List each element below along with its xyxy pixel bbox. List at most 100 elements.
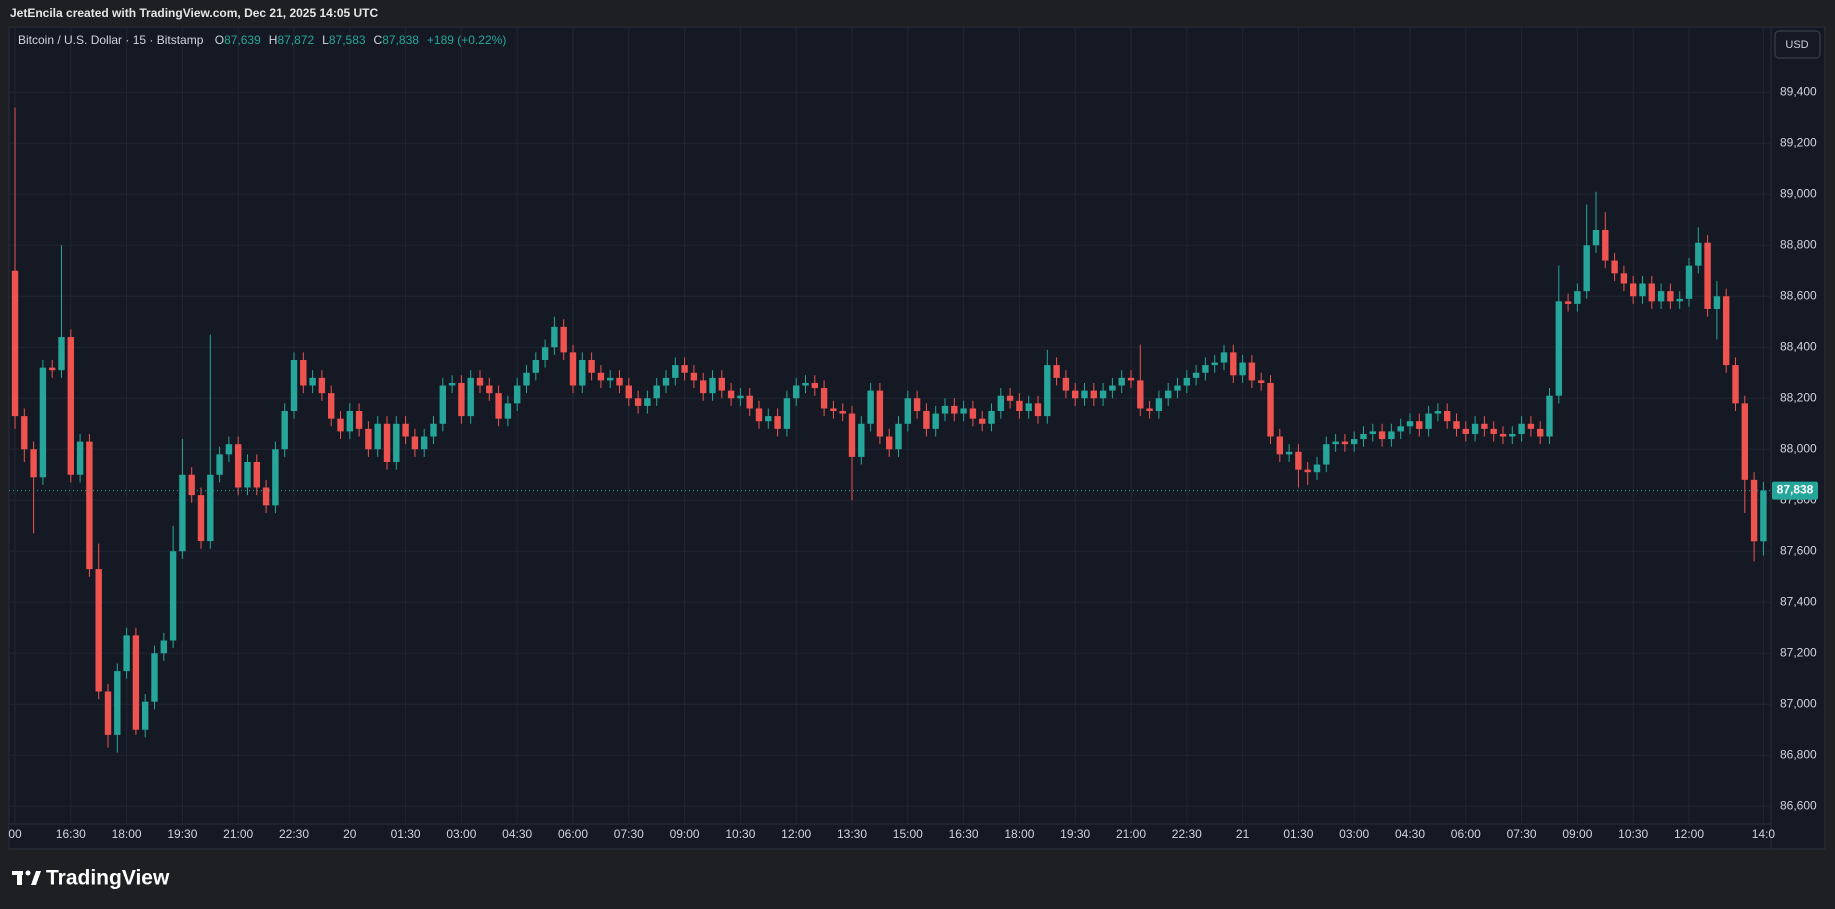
candle-body <box>1090 390 1097 399</box>
candle-body <box>1564 301 1572 304</box>
y-tick-label: 88,800 <box>1780 237 1817 251</box>
candle-body <box>114 671 121 735</box>
candle-body <box>895 423 902 450</box>
candle-body <box>588 360 595 373</box>
candle-body <box>1295 451 1302 470</box>
candle-body <box>802 382 809 386</box>
candle-body <box>848 413 856 457</box>
candle-body <box>1332 441 1339 445</box>
y-tick-label: 86,600 <box>1780 798 1817 812</box>
candle-body <box>1723 296 1730 366</box>
candle-body <box>439 385 446 424</box>
x-tick-label: 10:30 <box>725 827 755 841</box>
candle-body <box>625 385 632 399</box>
candle-body <box>1499 433 1507 437</box>
chart-pane <box>8 26 1826 850</box>
x-tick-label: 04:30 <box>502 827 532 841</box>
header: JetEncila created with TradingView.com, … <box>10 6 378 20</box>
legend-key: O <box>214 33 225 47</box>
last-price-box <box>1772 481 1818 500</box>
candle-body <box>448 382 456 386</box>
candle-body <box>504 403 512 419</box>
x-tick-label: 16:30 <box>56 827 86 841</box>
candle-body <box>39 367 47 478</box>
legend-key: L <box>322 33 329 47</box>
candle-body <box>1444 411 1451 422</box>
y-tick-label: 88,200 <box>1780 390 1817 404</box>
candle-body <box>207 474 214 542</box>
currency[interactable]: USD <box>1785 39 1808 51</box>
candle-body <box>700 380 707 394</box>
candle-body <box>1230 352 1237 376</box>
candle-body <box>979 418 986 424</box>
x-tick-label: 12:00 <box>781 827 811 841</box>
candles <box>9 107 1771 753</box>
candle-body <box>1406 421 1414 427</box>
x-tick-label: 21:00 <box>223 827 253 841</box>
x-tick-label: 15:00 <box>893 827 923 841</box>
candle-body <box>1630 283 1637 297</box>
candle-body <box>1434 411 1442 414</box>
candle-body <box>941 405 949 414</box>
candle-body <box>820 388 828 409</box>
candle-body <box>830 408 837 412</box>
x-tick-label: 14:0 <box>1752 827 1776 841</box>
x-tick-label: 06:00 <box>1451 827 1481 841</box>
candle-body <box>811 382 818 389</box>
currency-button[interactable] <box>1774 30 1821 59</box>
candle-body <box>1146 408 1153 412</box>
x-tick-label: 20 <box>343 827 357 841</box>
candle-body <box>1378 431 1386 440</box>
candle-body <box>1462 428 1469 434</box>
candle-body <box>458 382 465 417</box>
candle-body <box>290 360 298 412</box>
candle-body <box>607 377 614 381</box>
candle-body <box>523 372 530 386</box>
candle-body <box>104 691 112 735</box>
candle-body <box>867 390 874 424</box>
candle-body <box>1053 365 1060 378</box>
candle-body <box>774 416 781 429</box>
candle-body <box>839 411 846 414</box>
x-tick-label: 03:00 <box>446 827 476 841</box>
candle-body <box>402 423 409 437</box>
candle-body <box>1667 291 1674 302</box>
x-tick-label: 09:00 <box>1562 827 1592 841</box>
x-tick-label: 01:30 <box>1283 827 1313 841</box>
candle-body <box>765 416 772 422</box>
candle-body <box>1490 428 1497 434</box>
candle-body <box>1537 428 1544 437</box>
candle-body <box>495 393 502 419</box>
candle-body <box>1183 377 1190 386</box>
candle-body <box>216 454 223 475</box>
candle-body <box>1341 441 1349 445</box>
candle-body <box>1258 380 1265 383</box>
candle-body <box>1695 242 1702 266</box>
candle-body <box>1165 390 1172 399</box>
legend-value: 87,583 <box>328 33 366 47</box>
y-tick-label: 88,600 <box>1780 288 1817 302</box>
candle-body <box>374 423 381 450</box>
candle-body <box>913 398 921 412</box>
candle-body <box>997 395 1004 412</box>
candle-body <box>467 377 474 417</box>
candle-body <box>644 398 651 406</box>
candle-body <box>1267 382 1274 437</box>
candle-body <box>532 360 539 373</box>
x-tick-label: 21 <box>1236 827 1250 841</box>
candle-body <box>1360 433 1367 440</box>
candle-body <box>737 395 744 399</box>
logo-text: TradingView <box>46 867 170 890</box>
legend-key: H <box>268 33 278 47</box>
candle-body <box>76 441 84 475</box>
candle-body <box>253 462 260 488</box>
y-tick-label: 88,400 <box>1780 339 1817 353</box>
legend: Bitcoin / U.S. Dollar · 15 · Bitstamp O8… <box>18 33 514 47</box>
candle-body <box>551 326 558 348</box>
candle-body <box>1006 395 1014 401</box>
candle-body <box>560 326 567 353</box>
candle-body <box>235 444 242 488</box>
candle-body <box>541 347 549 361</box>
candle-body <box>1518 423 1525 434</box>
